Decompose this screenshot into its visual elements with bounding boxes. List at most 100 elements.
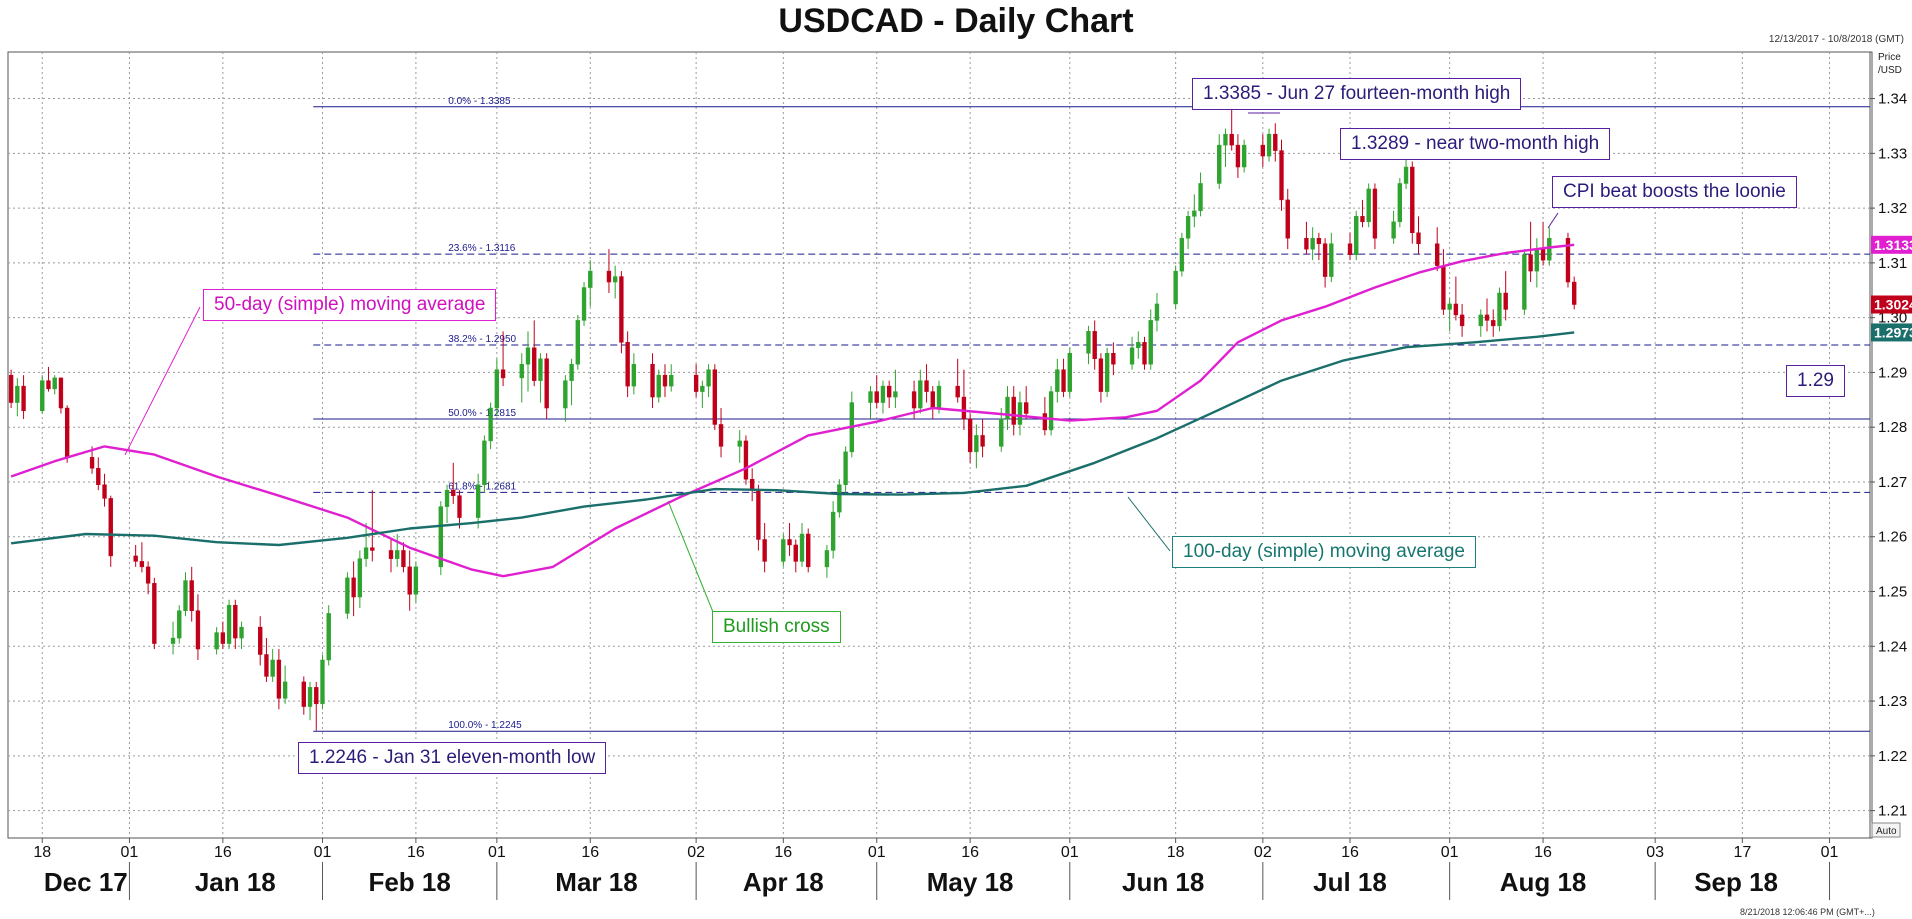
bullish-candle: [177, 610, 182, 639]
bullish-candle: [214, 632, 219, 650]
x-tick-label: 02: [1254, 844, 1272, 861]
bearish-candle: [718, 424, 724, 447]
x-tick-label: 16: [581, 844, 599, 861]
y-tick-label: 1.33: [1878, 145, 1907, 162]
bullish-candle: [830, 511, 836, 551]
y-tick-label: 1.21: [1878, 803, 1907, 820]
x-tick-label: 01: [1821, 844, 1839, 861]
annotation-level-129: 1.29: [1786, 365, 1845, 397]
bearish-candle: [1011, 396, 1016, 425]
bullish-candle: [1403, 166, 1409, 184]
bullish-candle: [936, 385, 942, 409]
month-label: Dec 17: [44, 867, 128, 897]
bullish-candle: [413, 566, 419, 595]
x-tick-label: 01: [121, 844, 139, 861]
bullish-candle: [1005, 396, 1010, 420]
auto-scale-button[interactable]: [1871, 822, 1901, 838]
candlesticks: [8, 106, 1577, 731]
bearish-candle: [1273, 133, 1278, 151]
price-badges: 1.3133 1.3024 1.2973: [1871, 235, 1912, 342]
bullish-candle: [395, 550, 400, 559]
bullish-candle: [1497, 292, 1502, 327]
bearish-candle: [924, 380, 929, 392]
annotation-leader-line: [124, 306, 201, 456]
bearish-candle: [762, 539, 767, 562]
annotation-ma50: 50-day (simple) moving average: [203, 289, 497, 321]
bullish-candle: [706, 369, 711, 387]
bullish-candle: [475, 484, 481, 518]
bearish-candle: [1304, 237, 1309, 250]
annotation-cpi: CPI beat boosts the loonie: [1552, 176, 1797, 208]
price-badge: [1871, 295, 1912, 314]
bullish-candle: [345, 577, 350, 614]
fib-level-label: 50.0% - 1.2815: [448, 408, 516, 419]
bearish-candle: [793, 544, 798, 562]
bearish-candle: [152, 583, 157, 644]
fib-level-label: 23.6% - 1.3116: [448, 243, 516, 254]
y-tick-label: 1.29: [1878, 364, 1907, 381]
annotation-near-high: 1.3289 - near two-month high: [1340, 128, 1611, 160]
month-label: Sep 18: [1694, 867, 1778, 897]
bearish-candle: [1503, 292, 1508, 310]
bearish-candle: [370, 547, 375, 551]
bearish-candle: [1416, 232, 1421, 244]
annotation-low: 1.2246 - Jan 31 eleven-month low: [298, 742, 607, 774]
bearish-candle: [1453, 303, 1459, 316]
x-tick-label: 18: [33, 844, 51, 861]
bullish-candle: [837, 484, 842, 513]
bullish-candle: [1104, 353, 1110, 392]
x-tick-label: 16: [1341, 844, 1359, 861]
bullish-candle: [918, 380, 923, 409]
bearish-candle: [1410, 166, 1415, 234]
bullish-candle: [1198, 183, 1203, 212]
bearish-candle: [930, 391, 935, 409]
bullish-candle: [1136, 342, 1141, 349]
bearish-candle: [961, 396, 967, 420]
bearish-candle: [787, 539, 792, 546]
bullish-candle: [482, 440, 487, 485]
month-label: Jul 18: [1313, 867, 1387, 897]
price-axis: 1.21 1.22 1.23 1.24 1.25 1.26 1.27 1.28 1.29 1.30…: [1870, 91, 1907, 820]
bearish-candle: [1279, 150, 1284, 201]
fib-level-label: 61.8% - 1.2681: [448, 481, 516, 492]
annotation-high: 1.3385 - Jun 27 fourteen-month high: [1192, 78, 1522, 110]
bearish-candle: [967, 418, 973, 453]
bullish-candle: [519, 363, 524, 379]
bullish-candle: [1310, 237, 1315, 250]
bullish-candle: [1397, 183, 1403, 223]
price-badge: [1871, 323, 1912, 342]
y-tick-label: 1.23: [1878, 693, 1907, 710]
bullish-candle: [1354, 216, 1359, 255]
bearish-candle: [96, 468, 101, 485]
bullish-candle: [307, 687, 313, 707]
y-tick-label: 1.27: [1878, 474, 1907, 491]
bearish-candle: [1360, 216, 1365, 223]
bearish-candle: [887, 385, 892, 398]
bearish-candle: [64, 407, 70, 458]
footer-timestamp: 8/21/2018 12:06:46 PM (GMT+...): [1740, 907, 1875, 917]
bullish-candle: [1266, 133, 1272, 157]
bullish-candle: [700, 385, 705, 392]
bearish-candle: [1235, 144, 1241, 168]
bearish-candle: [220, 632, 226, 644]
bullish-candle: [799, 533, 805, 562]
bearish-candle: [264, 654, 269, 677]
bearish-candle: [712, 369, 717, 425]
bullish-candle: [880, 385, 886, 403]
x-tick-label: 16: [407, 844, 425, 861]
bullish-candle: [525, 347, 531, 365]
x-tick-label: 01: [1441, 844, 1459, 861]
bullish-candle: [569, 363, 574, 381]
auto-scale-label: Auto: [1876, 826, 1897, 837]
bearish-candle: [1111, 353, 1116, 365]
x-tick-label: 16: [214, 844, 232, 861]
bullish-candle: [326, 613, 331, 661]
bullish-candle: [1173, 270, 1178, 305]
annotation-leader-line: [667, 500, 714, 613]
bearish-candle: [8, 374, 14, 403]
bullish-candle: [170, 637, 176, 644]
bullish-candle: [999, 418, 1004, 447]
x-tick-label: 01: [868, 844, 886, 861]
bearish-candle: [650, 363, 655, 398]
